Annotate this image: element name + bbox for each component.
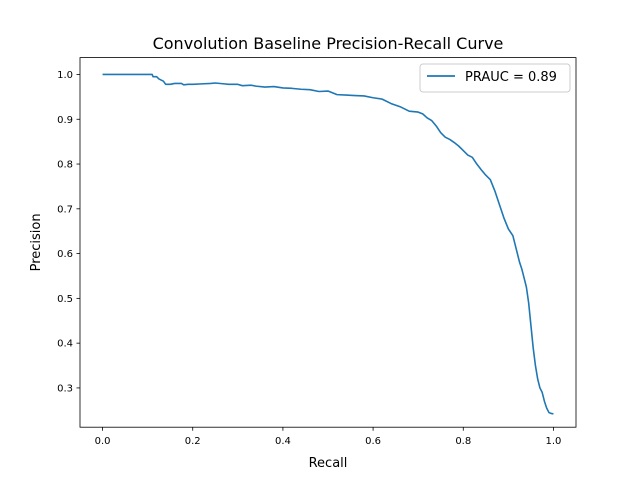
y-tick-label: 0.3	[57, 383, 73, 394]
y-tick-label: 0.6	[57, 249, 73, 260]
y-tick-label: 0.5	[57, 294, 73, 305]
axes-frame	[79, 57, 577, 428]
x-tick-label: 0.4	[275, 436, 291, 447]
chart-title: Convolution Baseline Precision-Recall Cu…	[153, 34, 504, 53]
y-axis-label: Precision	[29, 213, 44, 271]
legend-box	[419, 63, 571, 93]
x-axis-label: Recall	[309, 456, 348, 471]
x-tick-label: 1.0	[546, 436, 562, 447]
pr-curve-line	[102, 73, 554, 415]
x-tick-label: 0.8	[455, 436, 471, 447]
y-tick-label: 1.0	[57, 70, 73, 81]
axis-ticks: 0.0 0.2 0.4 0.6 0.8 1.0 0.3 0.4 0.5 0.6 0.7 0.8 0.9 1…	[57, 70, 561, 447]
y-tick-label: 0.8	[57, 160, 73, 171]
x-tick-label: 0.2	[185, 436, 201, 447]
plot-area	[102, 73, 554, 415]
x-tick-label: 0.6	[365, 436, 381, 447]
y-tick-label: 0.7	[57, 204, 73, 215]
y-tick-label: 0.9	[57, 115, 73, 126]
legend: PRAUC = 0.89	[419, 63, 571, 93]
legend-label: PRAUC = 0.89	[465, 70, 557, 85]
x-tick-label: 0.0	[95, 436, 111, 447]
y-tick-label: 0.4	[57, 339, 73, 350]
